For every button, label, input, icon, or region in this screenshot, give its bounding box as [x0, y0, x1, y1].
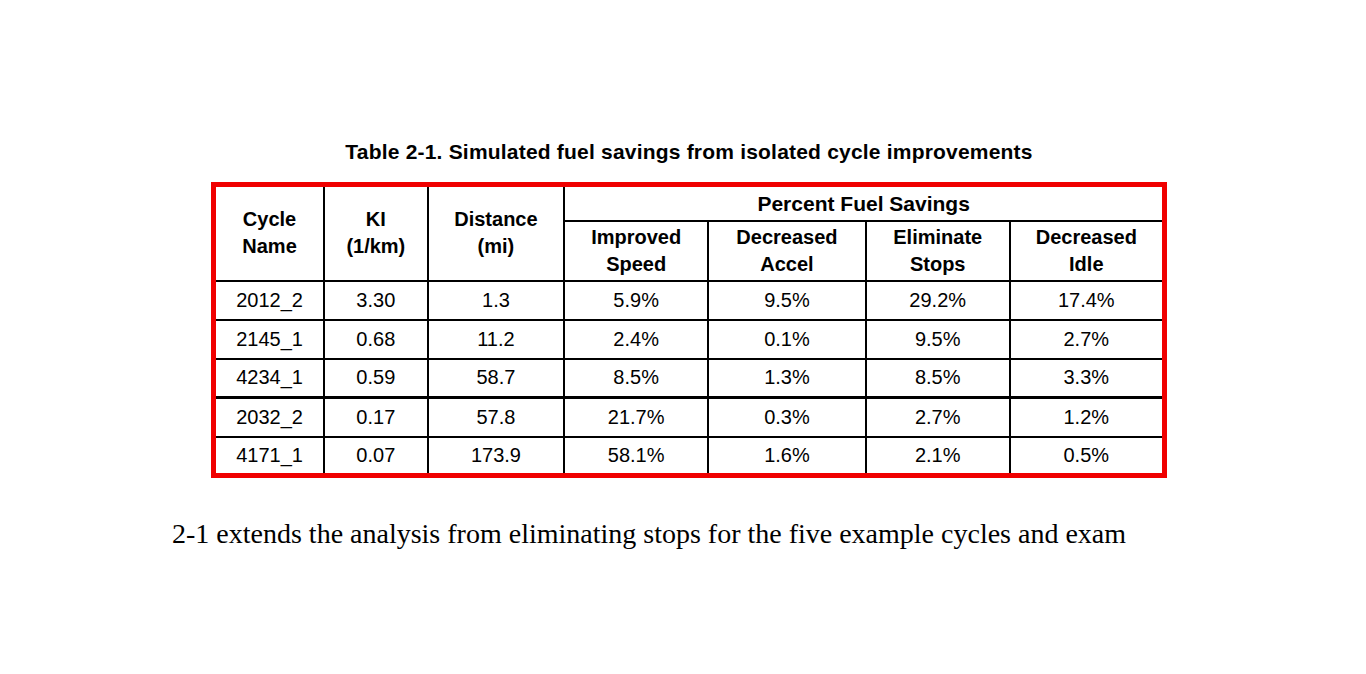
table-row: 2032_2 0.17 57.8 21.7% 0.3% 2.7% 1.2% [214, 398, 1165, 437]
cell-distance: 1.3 [428, 281, 565, 320]
cell-decreased-idle: 3.3% [1010, 359, 1165, 398]
col-group-header-percent-fuel-savings: Percent Fuel Savings [564, 185, 1164, 221]
cell-eliminate-stops: 2.7% [866, 398, 1010, 437]
cell-cycle-name: 2032_2 [214, 398, 325, 437]
cell-distance: 11.2 [428, 320, 565, 359]
cell-improved-speed: 8.5% [564, 359, 708, 398]
cell-distance: 58.7 [428, 359, 565, 398]
cell-improved-speed: 58.1% [564, 437, 708, 476]
col-header-ki: KI (1/km) [324, 185, 428, 281]
cell-decreased-idle: 1.2% [1010, 398, 1165, 437]
cell-decreased-idle: 17.4% [1010, 281, 1165, 320]
document-page: Table 2-1. Simulated fuel savings from i… [0, 0, 1366, 674]
table-row: 2145_1 0.68 11.2 2.4% 0.1% 9.5% 2.7% [214, 320, 1165, 359]
body-paragraph-text: 2-1 extends the analysis from eliminatin… [172, 517, 1126, 551]
cell-eliminate-stops: 29.2% [866, 281, 1010, 320]
cell-eliminate-stops: 8.5% [866, 359, 1010, 398]
cell-decreased-idle: 2.7% [1010, 320, 1165, 359]
col-header-distance: Distance (mi) [428, 185, 565, 281]
table-row: 4171_1 0.07 173.9 58.1% 1.6% 2.1% 0.5% [214, 437, 1165, 476]
cell-decreased-accel: 0.3% [708, 398, 866, 437]
cell-decreased-accel: 1.3% [708, 359, 866, 398]
cell-cycle-name: 2012_2 [214, 281, 325, 320]
cell-distance: 57.8 [428, 398, 565, 437]
col-header-decreased-accel: Decreased Accel [708, 221, 866, 281]
cell-improved-speed: 21.7% [564, 398, 708, 437]
cell-ki: 0.59 [324, 359, 428, 398]
cell-ki: 0.17 [324, 398, 428, 437]
cell-improved-speed: 2.4% [564, 320, 708, 359]
cell-improved-speed: 5.9% [564, 281, 708, 320]
cell-cycle-name: 4234_1 [214, 359, 325, 398]
cell-cycle-name: 4171_1 [214, 437, 325, 476]
cell-decreased-accel: 9.5% [708, 281, 866, 320]
cell-ki: 0.07 [324, 437, 428, 476]
cell-decreased-accel: 0.1% [708, 320, 866, 359]
table-caption: Table 2-1. Simulated fuel savings from i… [211, 140, 1167, 164]
cell-ki: 0.68 [324, 320, 428, 359]
col-header-eliminate-stops: Eliminate Stops [866, 221, 1010, 281]
col-header-cycle-name: Cycle Name [214, 185, 325, 281]
cell-decreased-idle: 0.5% [1010, 437, 1165, 476]
table-row: 2012_2 3.30 1.3 5.9% 9.5% 29.2% 17.4% [214, 281, 1165, 320]
table-group-header-row: Cycle Name KI (1/km) Distance (mi) Perce… [214, 185, 1165, 221]
table-row: 4234_1 0.59 58.7 8.5% 1.3% 8.5% 3.3% [214, 359, 1165, 398]
cell-eliminate-stops: 9.5% [866, 320, 1010, 359]
cell-eliminate-stops: 2.1% [866, 437, 1010, 476]
cell-decreased-accel: 1.6% [708, 437, 866, 476]
col-header-decreased-idle: Decreased Idle [1010, 221, 1165, 281]
cell-cycle-name: 2145_1 [214, 320, 325, 359]
cell-distance: 173.9 [428, 437, 565, 476]
cell-ki: 3.30 [324, 281, 428, 320]
col-header-improved-speed: Improved Speed [564, 221, 708, 281]
fuel-savings-table: Cycle Name KI (1/km) Distance (mi) Perce… [211, 182, 1167, 478]
